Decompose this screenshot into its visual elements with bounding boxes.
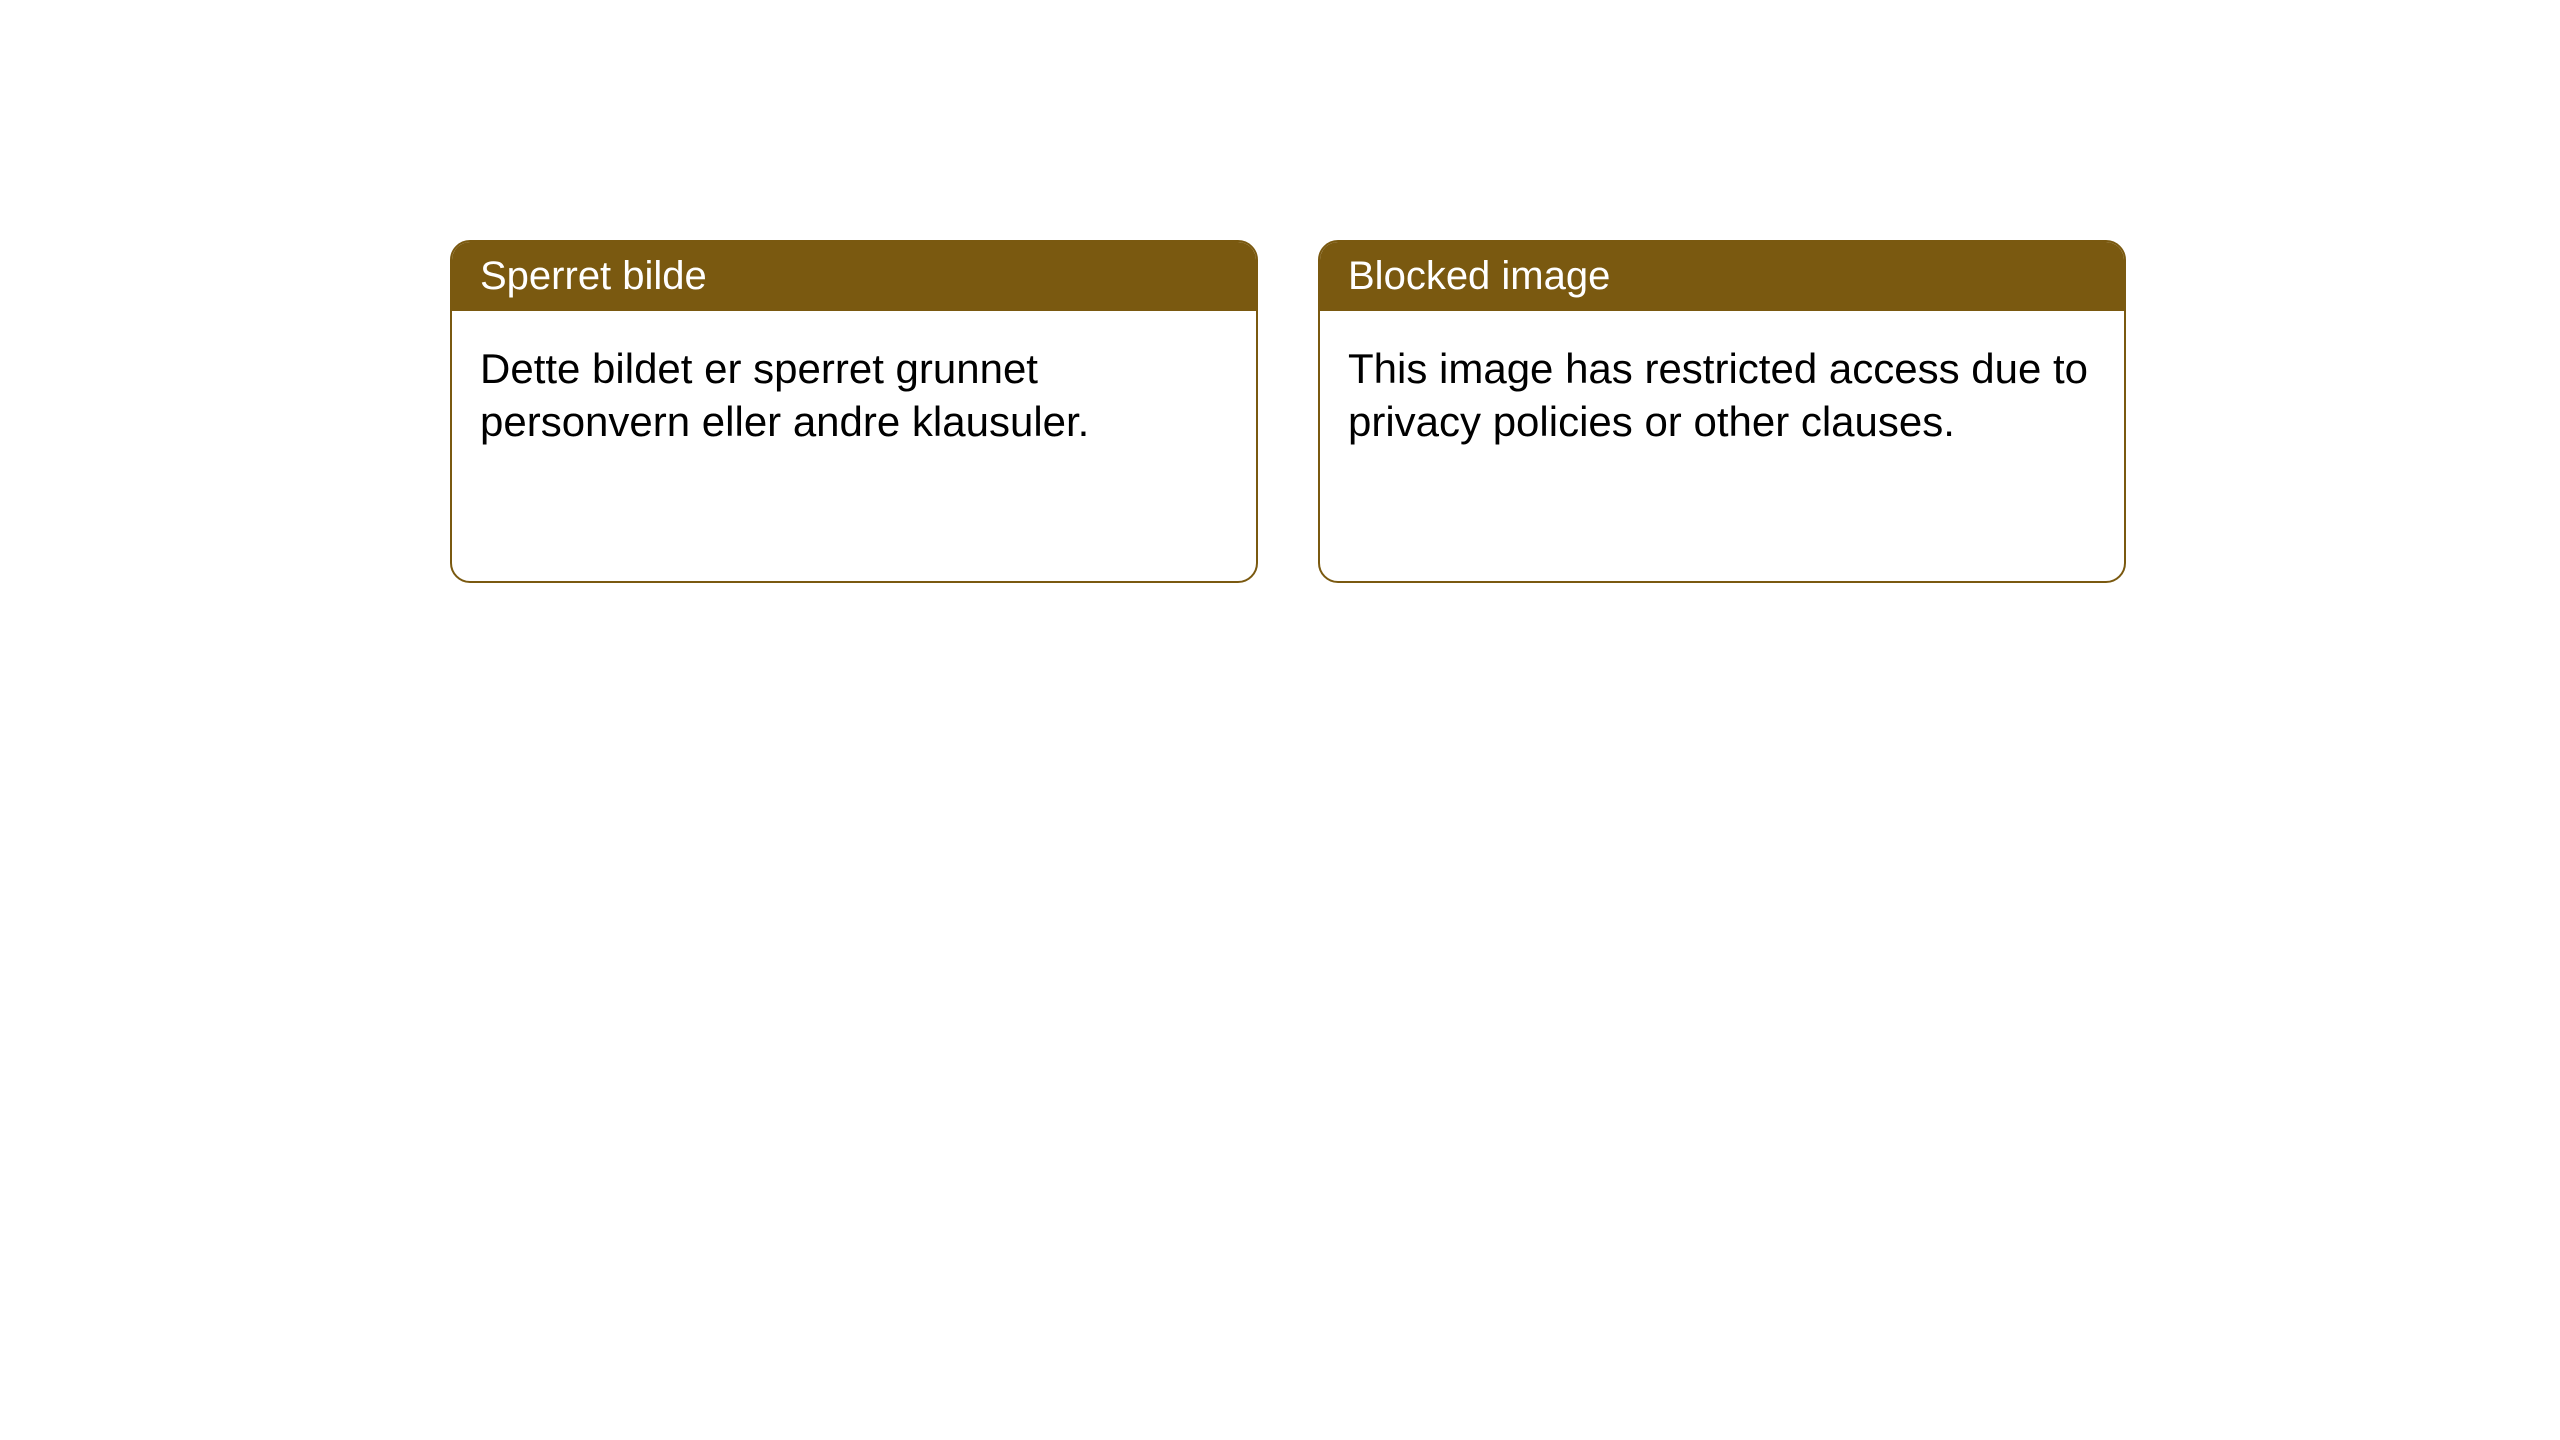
- notice-card-english: Blocked image This image has restricted …: [1318, 240, 2126, 583]
- notice-title-norwegian: Sperret bilde: [480, 254, 707, 298]
- notice-body-english: This image has restricted access due to …: [1320, 311, 2124, 581]
- notice-header-norwegian: Sperret bilde: [452, 242, 1256, 311]
- notice-card-norwegian: Sperret bilde Dette bildet er sperret gr…: [450, 240, 1258, 583]
- notice-body-norwegian: Dette bildet er sperret grunnet personve…: [452, 311, 1256, 581]
- notice-text-norwegian: Dette bildet er sperret grunnet personve…: [480, 345, 1089, 445]
- notice-title-english: Blocked image: [1348, 254, 1610, 298]
- notice-header-english: Blocked image: [1320, 242, 2124, 311]
- notice-text-english: This image has restricted access due to …: [1348, 345, 2088, 445]
- notice-container: Sperret bilde Dette bildet er sperret gr…: [0, 0, 2560, 583]
